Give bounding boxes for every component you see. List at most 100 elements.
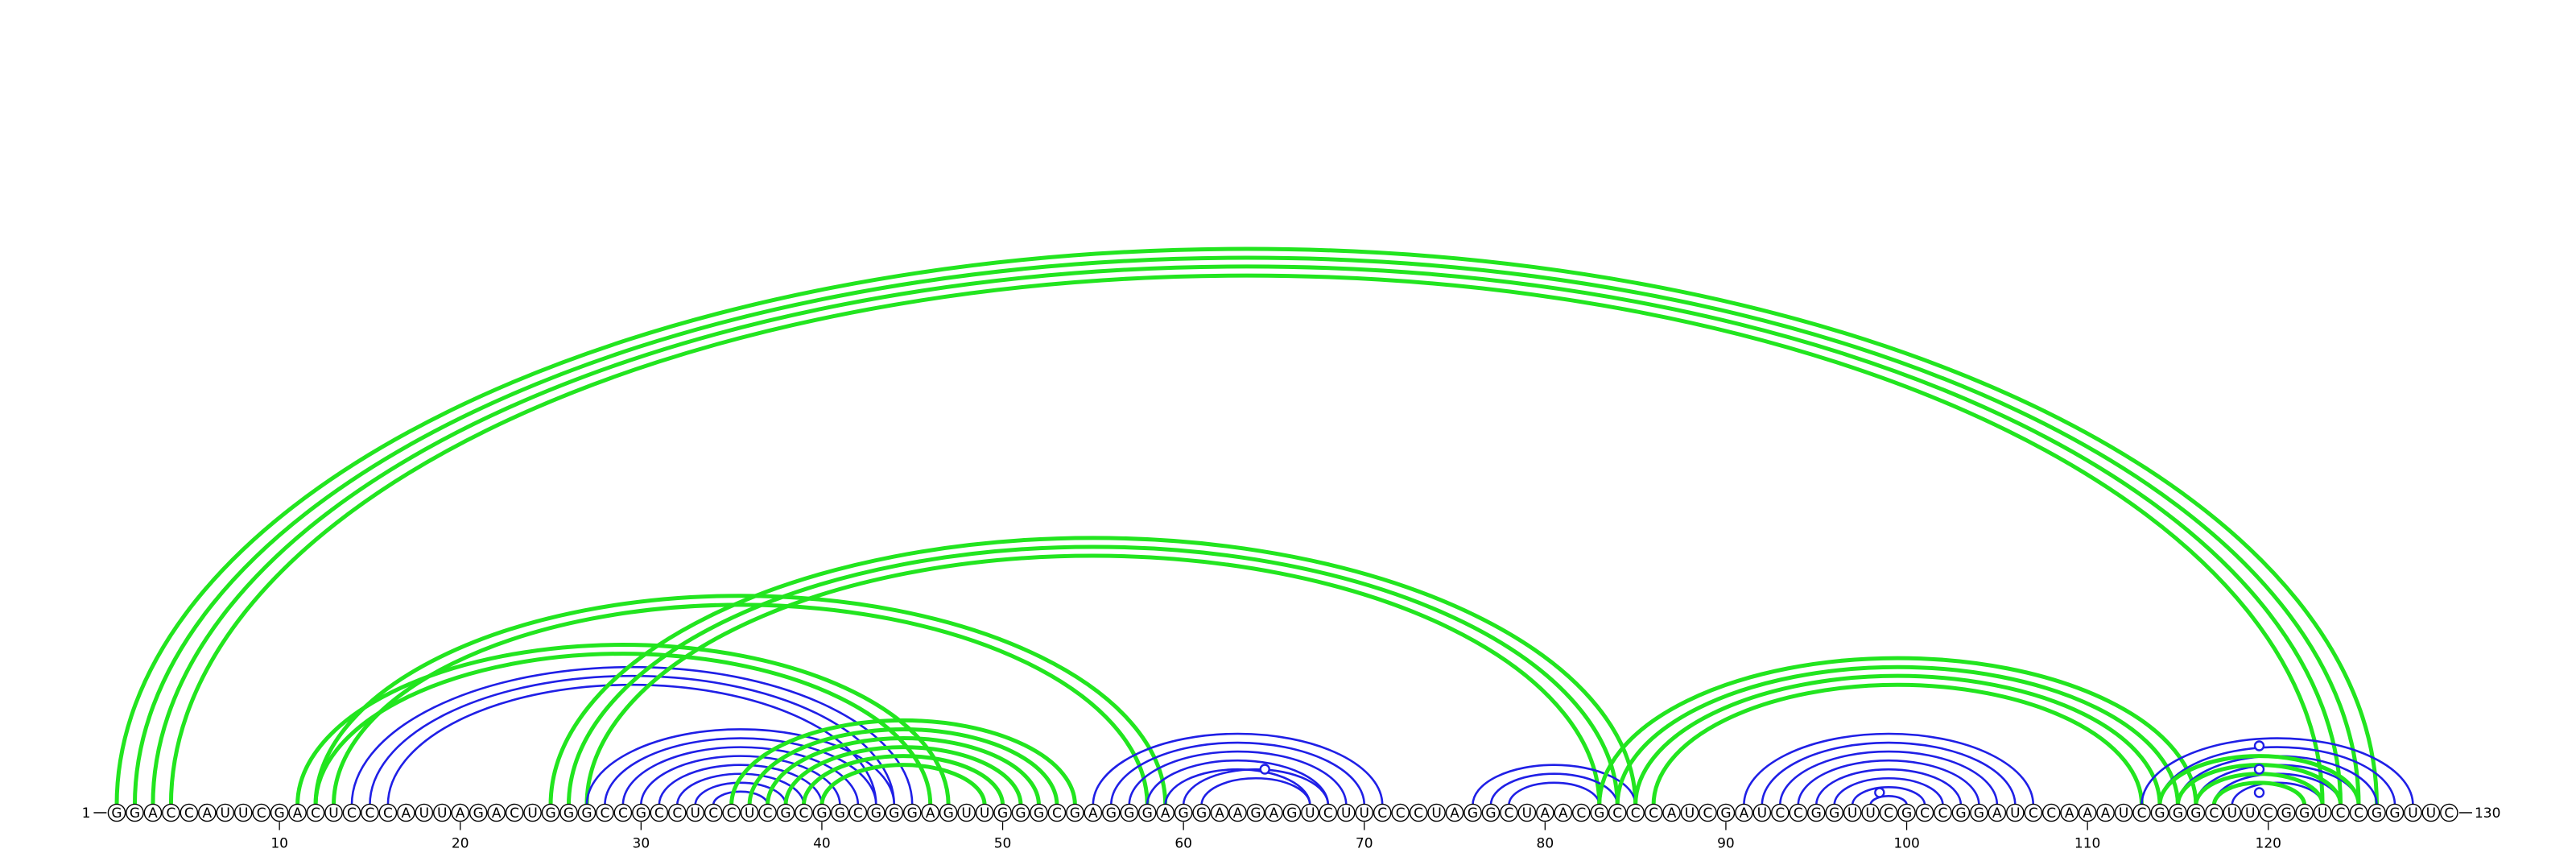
nucleotide: U xyxy=(324,803,343,822)
svg-text:U: U xyxy=(2426,805,2436,822)
svg-text:A: A xyxy=(1558,805,1568,822)
pair-arc-114-125 xyxy=(2157,754,2361,805)
svg-text:U: U xyxy=(437,805,447,822)
svg-text:C: C xyxy=(2336,805,2346,822)
svg-text:G: G xyxy=(1070,805,1080,822)
svg-text:U: U xyxy=(1360,805,1369,822)
pair-arc-4-123 xyxy=(168,273,2325,805)
svg-text:A: A xyxy=(1740,805,1749,822)
svg-text:C: C xyxy=(654,805,664,822)
pair-arc-31-40 xyxy=(658,764,824,805)
pair-arc-76-85 xyxy=(1472,764,1637,805)
pair-arc-27-83 xyxy=(584,553,1602,805)
nucleotide: C xyxy=(361,803,379,822)
svg-text:C: C xyxy=(1414,805,1423,822)
tick-label: 30 xyxy=(633,836,650,852)
pair-arc-12-46 xyxy=(313,652,933,805)
nucleotide: G xyxy=(812,803,832,822)
nucleotide: C xyxy=(505,803,524,822)
svg-text:U: U xyxy=(2119,805,2128,822)
pair-arc-61-67 xyxy=(1200,776,1311,805)
nucleotide: C xyxy=(252,803,270,822)
nucleotide: C xyxy=(2024,803,2043,822)
nucleotide: A xyxy=(1156,803,1174,822)
svg-text:C: C xyxy=(311,805,320,822)
nucleotide: C xyxy=(2349,803,2368,822)
svg-text:G: G xyxy=(2389,805,2400,822)
svg-text:G: G xyxy=(275,805,285,822)
pair-arc-58-68 xyxy=(1146,759,1330,805)
svg-text:A: A xyxy=(202,805,212,822)
nucleotide: U xyxy=(216,803,235,822)
pair-arc-113-128 xyxy=(2140,737,2414,805)
svg-text:G: G xyxy=(1106,805,1117,822)
svg-text:C: C xyxy=(2264,805,2273,822)
svg-text:U: U xyxy=(238,805,248,822)
end-label: 130 xyxy=(2475,805,2500,822)
svg-text:U: U xyxy=(2408,805,2417,822)
svg-text:C: C xyxy=(2354,805,2363,822)
pair-arc-2-125 xyxy=(132,255,2361,805)
svg-text:A: A xyxy=(456,805,465,822)
svg-text:A: A xyxy=(148,805,158,822)
svg-text:C: C xyxy=(763,805,773,822)
svg-text:G: G xyxy=(1974,805,1984,822)
nucleotide: U xyxy=(2223,803,2242,822)
svg-text:G: G xyxy=(1179,805,1189,822)
svg-text:U: U xyxy=(2245,805,2255,822)
nucleotide: G xyxy=(2186,803,2206,822)
tick-label: 90 xyxy=(1717,836,1735,852)
svg-text:G: G xyxy=(2372,805,2382,822)
svg-text:C: C xyxy=(2046,805,2056,822)
nucleotide: G xyxy=(1192,803,1211,822)
tick-label: 100 xyxy=(1893,836,1919,852)
svg-text:A: A xyxy=(2065,805,2074,822)
pair-arc-13-58 xyxy=(332,602,1150,805)
pair-arc-59-67 xyxy=(1164,768,1311,805)
nucleotide: G xyxy=(1897,803,1916,822)
svg-text:C: C xyxy=(184,805,194,822)
nucleotide: G xyxy=(1716,803,1736,822)
svg-text:G: G xyxy=(1015,805,1026,822)
nucleotide: C xyxy=(650,803,669,822)
nucleotide: G xyxy=(993,803,1012,822)
nucleotide: G xyxy=(2368,803,2386,822)
nucleotide: A xyxy=(1988,803,2007,822)
svg-text:A: A xyxy=(1269,805,1279,822)
nucleotide: A xyxy=(1735,803,1753,822)
nucleotide: A xyxy=(1554,803,1573,822)
nucleotide: A xyxy=(2060,803,2079,822)
nucleotide: U xyxy=(740,803,759,822)
svg-text:C: C xyxy=(1920,805,1930,822)
loop-marker xyxy=(1874,787,1885,798)
svg-text:A: A xyxy=(926,805,935,822)
nucleotide: C xyxy=(1391,803,1410,822)
svg-text:U: U xyxy=(1305,805,1315,822)
svg-text:G: G xyxy=(545,805,555,822)
svg-text:U: U xyxy=(2010,805,2020,822)
nucleotide: U xyxy=(2114,803,2133,822)
pair-arc-33-38 xyxy=(694,781,787,805)
svg-text:G: G xyxy=(1034,805,1044,822)
nucleotide: U xyxy=(1680,803,1699,822)
svg-text:A: A xyxy=(2101,805,2111,822)
svg-text:A: A xyxy=(2083,805,2092,822)
nucleotide: G xyxy=(1806,803,1826,822)
svg-text:C: C xyxy=(365,805,375,822)
svg-text:C: C xyxy=(1323,805,1333,822)
svg-text:G: G xyxy=(1811,805,1822,822)
svg-text:G: G xyxy=(1485,805,1496,822)
svg-text:C: C xyxy=(1504,805,1513,822)
nucleotide: A xyxy=(1228,803,1247,822)
nucleotide: G xyxy=(469,803,488,822)
svg-text:C: C xyxy=(1052,805,1062,822)
svg-text:G: G xyxy=(907,805,918,822)
pair-arc-25-85 xyxy=(548,536,1638,805)
pair-arc-15-44 xyxy=(369,674,896,805)
nucleotide: U xyxy=(2005,803,2025,822)
svg-text:G: G xyxy=(473,805,484,822)
svg-text:G: G xyxy=(835,805,845,822)
svg-text:C: C xyxy=(2029,805,2038,822)
pair-arc-83-116 xyxy=(1597,656,2198,805)
